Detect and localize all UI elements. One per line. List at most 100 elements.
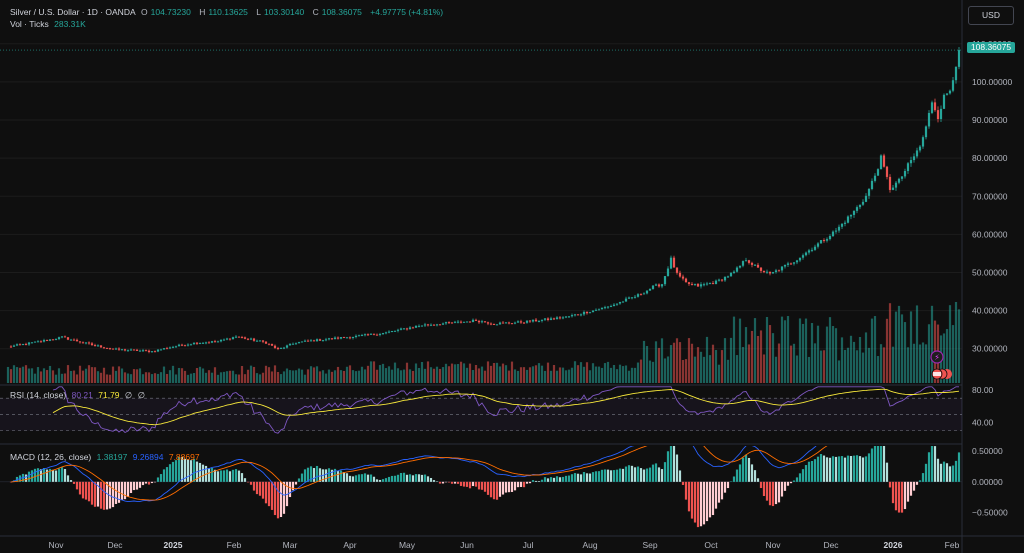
price-change: +4.97775 (+4.81%): [370, 7, 444, 17]
volume-bar: [189, 373, 193, 383]
volume-bar: [402, 369, 406, 383]
volume-bar: [63, 373, 67, 383]
volume-bar: [843, 349, 847, 383]
macd-hist-value: 1.38197: [96, 452, 128, 462]
candle-body: [429, 324, 433, 326]
macd-hist-bar: [258, 481, 262, 496]
macd-hist-bar: [951, 465, 955, 482]
volume-bar: [750, 330, 754, 383]
volume-bar: [783, 320, 787, 383]
macd-hist-bar: [357, 474, 361, 482]
candle-body: [564, 316, 568, 318]
candle-body: [87, 342, 91, 344]
macd-hist-bar: [591, 472, 595, 482]
volume-bar: [18, 367, 22, 383]
candle-body: [918, 146, 922, 151]
candle-body: [375, 334, 379, 336]
macd-hist-bar: [435, 481, 439, 482]
candle-body: [222, 339, 226, 341]
macd-hist-bar: [636, 466, 640, 482]
volume-bar: [12, 365, 16, 383]
volume-bar: [234, 374, 238, 383]
volume-bar: [591, 363, 595, 383]
volume-bar: [96, 371, 100, 383]
candle-body: [651, 285, 655, 289]
symbol-title[interactable]: Silver / U.S. Dollar · 1D · OANDA: [10, 7, 136, 17]
macd-hist-bar: [870, 448, 874, 482]
candle-body: [849, 214, 853, 217]
volume-bar: [513, 369, 517, 383]
macd-hist-bar: [594, 471, 598, 482]
rsi-label[interactable]: RSI (14, close): [10, 390, 67, 400]
candle-body: [18, 344, 22, 346]
macd-hist-bar: [945, 463, 949, 482]
macd-hist-bar: [486, 481, 490, 495]
macd-hist-bar: [936, 458, 940, 482]
macd-hist-bar: [156, 477, 160, 482]
candle-body: [861, 201, 865, 205]
candle-body: [513, 322, 517, 324]
candle-body: [411, 327, 415, 329]
candle-body: [378, 334, 382, 336]
candle-body: [456, 321, 460, 323]
volume-bar: [93, 367, 97, 383]
macd-hist-bar: [99, 481, 103, 509]
candle-body: [135, 349, 139, 351]
time-tick-label: Apr: [343, 540, 356, 550]
event-icons[interactable]: ⚡: [930, 350, 952, 380]
candle-body: [465, 321, 469, 323]
volume-bar: [606, 361, 610, 383]
volume-bar: [240, 366, 244, 383]
volume-bar: [855, 350, 859, 383]
macd-hist-bar: [738, 464, 742, 482]
candle-body: [609, 306, 613, 308]
candle-body: [780, 266, 784, 271]
macd-hist-bar: [537, 481, 541, 482]
macd-hist-bar: [57, 468, 61, 482]
candle-body: [522, 322, 526, 324]
volume-bar: [627, 370, 631, 383]
volume-bar: [285, 368, 289, 383]
volume-bar: [45, 370, 49, 383]
volume-bar: [327, 369, 331, 383]
volume-bar: [429, 367, 433, 383]
macd-hist-bar: [282, 481, 286, 514]
candle-body: [297, 342, 301, 344]
macd-hist-bar: [384, 478, 388, 482]
volume-bar: [99, 372, 103, 383]
candle-body: [855, 207, 859, 211]
candle-body: [282, 347, 286, 349]
price-candles: [9, 47, 961, 354]
volume-bar: [201, 368, 205, 383]
volume-bar: [456, 364, 460, 383]
macd-hist-bar: [267, 481, 271, 507]
volume-bar: [945, 329, 949, 383]
macd-label[interactable]: MACD (12, 26, close): [10, 452, 92, 462]
macd-hist-bar: [498, 481, 502, 497]
volume-bar: [444, 363, 448, 383]
volume-label[interactable]: Vol · Ticks: [10, 19, 49, 29]
candle-body: [663, 276, 667, 285]
macd-hist-bar: [837, 456, 841, 482]
candle-body: [183, 345, 187, 347]
macd-hist-bar: [888, 481, 892, 488]
macd-hist-bar: [546, 478, 550, 482]
macd-hist-bar: [687, 481, 691, 512]
macd-hist-bar: [882, 446, 886, 482]
macd-hist-bar: [918, 480, 922, 482]
macd-hist-bar: [873, 446, 877, 482]
volume-bar: [645, 346, 649, 383]
time-axis: Nov Dec 2025 Feb Mar Apr May Jun Jul Aug Sep Oct Nov…: [48, 540, 959, 550]
macd-hist-bar: [147, 481, 151, 485]
currency-button[interactable]: USD: [968, 6, 1014, 25]
candle-body: [741, 261, 745, 266]
volume-bar: [834, 328, 838, 383]
volume-bar: [552, 365, 556, 383]
volume-bar: [228, 370, 232, 383]
candle-body: [21, 343, 25, 345]
candle-body: [423, 324, 427, 326]
macd-hist-bar: [474, 481, 478, 487]
macd-hist-bar: [717, 481, 721, 503]
volume-bar: [483, 370, 487, 383]
candle-body: [672, 257, 676, 268]
